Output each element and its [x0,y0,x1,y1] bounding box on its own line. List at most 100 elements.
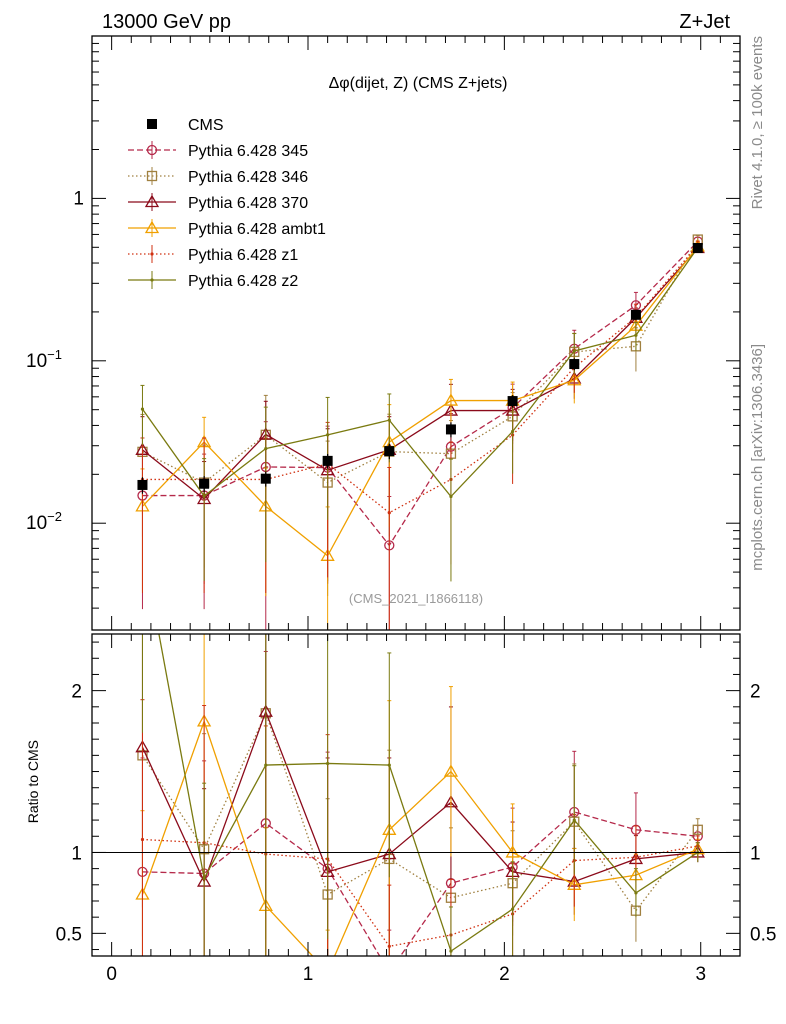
legend-marker [147,119,157,129]
ratio-series-3 [135,634,705,977]
ratio-point [140,837,145,842]
ratio-point [449,949,453,953]
data-point [630,309,641,320]
series-point [202,494,206,498]
legend-label: Pythia 6.428 346 [188,169,308,186]
legend-marker [146,170,158,182]
main-panel: 10−2 10−1 1 Δφ(dijet, Z) (CMS Z+jets) (CMS… [26,35,741,631]
data-point [569,359,580,370]
legend-entry: Pythia 6.428 370 [128,193,308,212]
data-point [199,478,210,489]
y-tick-label: 1 [73,188,84,209]
ratio-series-line [158,634,699,953]
series-line [141,247,699,498]
ratio-y-tick-label: 1 [71,843,82,864]
process-label: Z+Jet [679,11,730,33]
data-point [384,446,395,457]
ratio-y-tick-label-right: 2 [750,682,761,703]
series-line [141,245,699,557]
ratio-point [385,968,394,977]
ratio-y-tick-label: 0.5 [56,924,82,945]
legend-entry: Pythia 6.428 z1 [128,245,298,264]
chart-title: Δφ(dijet, Z) (CMS Z+jets) [329,75,508,92]
series-point [449,494,453,499]
legend-marker [150,252,154,256]
series-point [572,349,576,353]
ratio-ylabel: Ratio to CMS [25,740,41,823]
y-tick-label: 10−1 [26,347,62,372]
series-point [634,333,638,337]
ratio-point [202,876,206,880]
x-tick-label: 2 [499,964,510,985]
energy-label: 13000 GeV pp [102,11,231,33]
ratio-point [387,944,391,948]
legend: CMS Pythia 6.428 345 Pythia 6.428 346 Pythi… [128,117,326,290]
ratio-series-1 [137,634,703,956]
y-tick-label: 10−2 [26,509,62,534]
ratio-series-5 [141,634,700,956]
legend-marker [150,278,154,282]
series-point [387,511,391,515]
ratio-series-0 [137,650,703,977]
ratio-y-tick-label: 2 [71,682,82,703]
ratio-point [322,966,334,977]
ratio-point [326,761,330,766]
data-point [692,242,703,253]
data-point [322,455,333,466]
series-point [443,393,459,406]
ratio-series-line [142,838,698,948]
series-2 [135,240,705,584]
data-point [507,396,518,407]
mcplots-label: mcplots.cern.ch [arXiv:1306.3436] [749,344,766,571]
legend-label: Pythia 6.428 z2 [188,273,298,290]
ratio-point [634,891,638,895]
ratio-series-line [141,719,699,956]
legend-label: Pythia 6.428 ambt1 [188,221,326,238]
legend-marker [144,220,160,234]
series-point [511,429,515,434]
ratio-point [387,763,391,767]
legend-entry: Pythia 6.428 z2 [128,271,298,290]
ratio-series-4 [140,699,700,956]
ratio-point [505,845,520,858]
ratio-series-line [141,709,698,884]
data-point [137,479,148,490]
ratio-point [572,818,576,822]
ratio-series-line [142,811,698,956]
legend-entry: Pythia 6.428 345 [128,141,308,160]
ratio-y-tick-label-right: 1 [750,843,761,864]
x-tick-label: 1 [303,964,314,985]
legend-entry: CMS [147,117,224,134]
legend-label: Pythia 6.428 370 [188,195,308,212]
data-point [260,473,271,484]
ratio-y-tick-label-right: 0.5 [750,924,776,945]
series-point [140,407,145,411]
series-point [387,418,391,422]
ratio-point [443,764,459,777]
x-tick-label: 3 [695,964,706,985]
ratio-point [264,763,268,767]
series-line [142,239,699,484]
ratio-panel: 0.5 0.5 1 1 2 2 0 1 2 3 Ratio to CMS [25,633,776,985]
legend-label: Pythia 6.428 z1 [188,247,298,264]
ratio-point [634,855,638,859]
series-line [142,241,699,547]
legend-marker [144,194,160,208]
main-frame [91,35,741,631]
analysis-watermark: (CMS_2021_I1866118) [349,591,483,606]
ratio-point [692,824,703,835]
series-line [142,247,699,500]
legend-label: CMS [188,117,224,134]
legend-entry: Pythia 6.428 346 [128,167,308,186]
legend-label: Pythia 6.428 345 [188,143,308,160]
legend-marker [146,144,158,156]
series-point [326,433,330,437]
series-5 [140,243,700,582]
series-0 [137,236,703,630]
series-3 [135,238,705,630]
series-line [142,244,699,514]
series-point [264,447,268,451]
legend-entry: Pythia 6.428 ambt1 [128,219,326,238]
x-tick-label: 0 [106,964,117,985]
